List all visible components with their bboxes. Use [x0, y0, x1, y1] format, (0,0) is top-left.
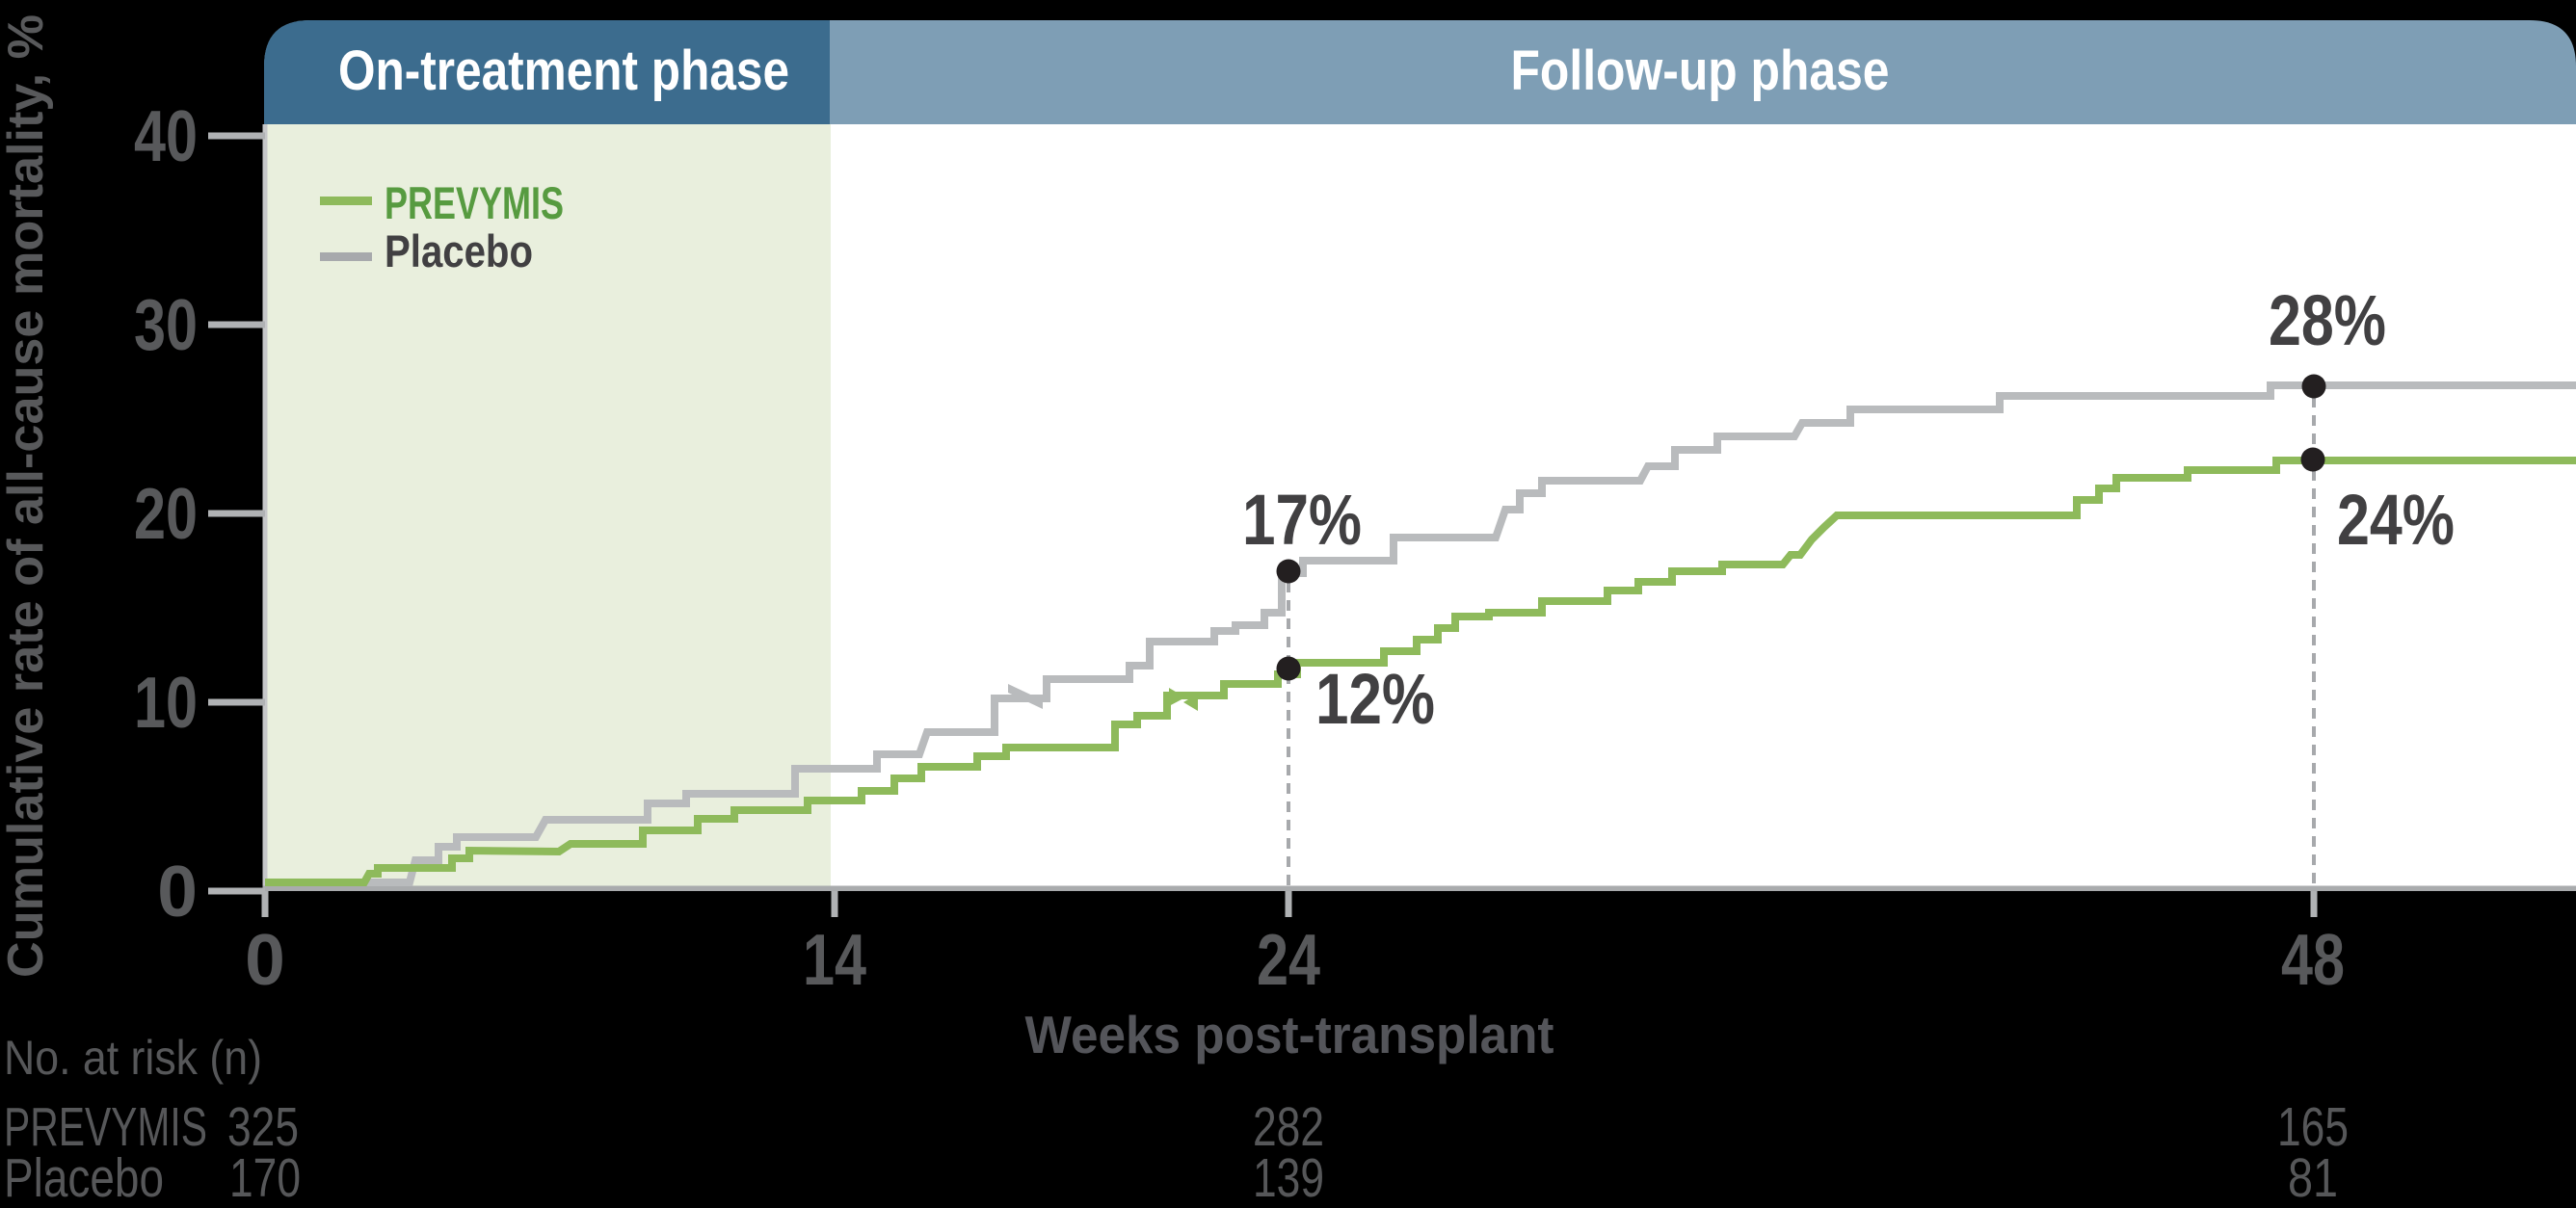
- svg-text:282: 282: [1253, 1096, 1324, 1158]
- svg-text:81: 81: [2288, 1147, 2338, 1208]
- svg-text:Follow-up phase: Follow-up phase: [1511, 39, 1890, 102]
- svg-text:28%: 28%: [2269, 280, 2386, 360]
- svg-text:Placebo: Placebo: [4, 1147, 164, 1208]
- svg-text:139: 139: [1253, 1147, 1324, 1208]
- svg-text:325: 325: [227, 1096, 299, 1158]
- svg-text:0: 0: [245, 919, 285, 1000]
- svg-text:0: 0: [157, 851, 198, 932]
- svg-text:PREVYMIS: PREVYMIS: [4, 1096, 207, 1158]
- svg-text:Cumulative rate of all-cause m: Cumulative rate of all-cause mortality, …: [0, 14, 54, 978]
- svg-text:30: 30: [134, 284, 198, 365]
- svg-text:165: 165: [2277, 1096, 2349, 1158]
- svg-text:24: 24: [1257, 919, 1320, 1000]
- svg-text:On-treatment phase: On-treatment phase: [338, 39, 789, 102]
- svg-text:No. at risk (n): No. at risk (n): [4, 1031, 262, 1085]
- svg-text:PREVYMIS: PREVYMIS: [385, 177, 564, 228]
- svg-text:Weeks post-transplant: Weeks post-transplant: [1025, 1005, 1554, 1064]
- svg-text:17%: 17%: [1242, 480, 1362, 560]
- svg-text:48: 48: [2281, 919, 2345, 1000]
- svg-text:10: 10: [134, 662, 198, 743]
- svg-text:170: 170: [229, 1147, 301, 1208]
- svg-text:12%: 12%: [1315, 659, 1435, 739]
- svg-text:20: 20: [134, 473, 198, 554]
- svg-text:40: 40: [134, 95, 198, 176]
- svg-text:Placebo: Placebo: [385, 225, 533, 276]
- svg-text:24%: 24%: [2337, 480, 2455, 560]
- svg-text:14: 14: [803, 919, 866, 1000]
